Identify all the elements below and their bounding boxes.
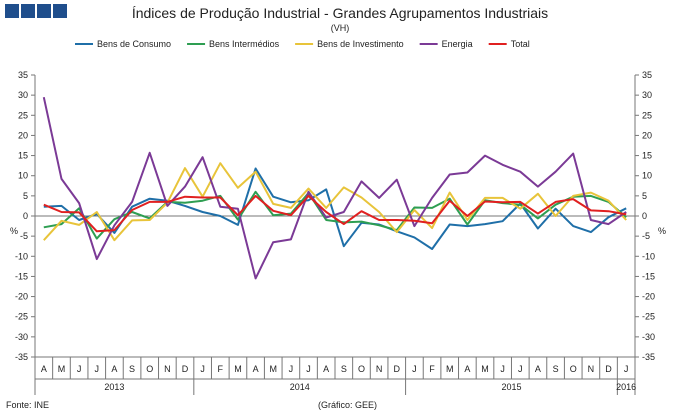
y-tick-label-right: -10 — [642, 251, 655, 261]
logo-block-2 — [21, 4, 35, 18]
logo-block-3 — [37, 4, 51, 18]
x-tick-label: S — [129, 364, 135, 374]
chart-subtitle: (VH) — [330, 23, 350, 33]
y-axis-label-left: % — [10, 226, 18, 236]
x-tick-label: O — [570, 364, 577, 374]
series-line-bens-de-investimento — [43, 162, 627, 242]
y-tick-label-right: 25 — [642, 110, 652, 120]
x-tick-label: A — [464, 364, 470, 374]
y-tick-label-right: -30 — [642, 332, 655, 342]
x-tick-label: J — [306, 364, 311, 374]
x-tick-label: F — [218, 364, 224, 374]
x-tick-label: D — [394, 364, 401, 374]
y-tick-label-right: 35 — [642, 70, 652, 80]
y-tick-label-right: -20 — [642, 292, 655, 302]
y-tick-label-right: 5 — [642, 191, 647, 201]
y-tick-label-right: -35 — [642, 352, 655, 362]
y-tick-label-left: 20 — [18, 130, 28, 140]
x-tick-label: D — [605, 364, 612, 374]
y-tick-label-right: 15 — [642, 151, 652, 161]
footer-source: Fonte: INE — [6, 400, 50, 410]
x-tick-label: M — [58, 364, 66, 374]
y-tick-label-left: 30 — [18, 90, 28, 100]
x-tick-label: J — [412, 364, 417, 374]
x-tick-label: A — [111, 364, 117, 374]
chart-title: Índices de Produção Industrial - Grandes… — [131, 5, 549, 21]
y-tick-label-right: -15 — [642, 271, 655, 281]
y-tick-label-right: 30 — [642, 90, 652, 100]
x-tick-label: F — [429, 364, 435, 374]
y-tick-label-left: -10 — [15, 251, 28, 261]
legend-label-bens-de-investimento: Bens de Investimento — [317, 39, 404, 49]
legend-label-bens-de-consumo: Bens de Consumo — [97, 39, 171, 49]
x-tick-label: M — [446, 364, 454, 374]
year-label: 2016 — [616, 382, 636, 392]
y-tick-label-left: -30 — [15, 332, 28, 342]
x-tick-label: N — [376, 364, 383, 374]
year-label: 2015 — [501, 382, 521, 392]
y-tick-label-left: 25 — [18, 110, 28, 120]
y-axis-label-right: % — [658, 226, 666, 236]
x-tick-label: D — [182, 364, 189, 374]
series-line-bens-intermédios — [43, 190, 627, 240]
x-tick-label: A — [41, 364, 47, 374]
x-tick-label: S — [553, 364, 559, 374]
x-tick-label: M — [269, 364, 277, 374]
x-tick-label: S — [341, 364, 347, 374]
legend-label-total: Total — [511, 39, 530, 49]
logo — [5, 4, 67, 18]
y-tick-label-right: -25 — [642, 312, 655, 322]
series-line-total — [43, 194, 627, 233]
year-label: 2014 — [290, 382, 310, 392]
y-tick-label-left: -5 — [20, 231, 28, 241]
y-tick-label-right: 0 — [642, 211, 647, 221]
y-tick-label-left: 15 — [18, 151, 28, 161]
logo-block-4 — [53, 4, 67, 18]
x-tick-label: A — [323, 364, 329, 374]
y-tick-label-right: -5 — [642, 231, 650, 241]
x-tick-label: O — [146, 364, 153, 374]
legend-label-bens-intermédios: Bens Intermédios — [209, 39, 280, 49]
y-tick-label-left: 5 — [23, 191, 28, 201]
legend-label-energia: Energia — [442, 39, 473, 49]
y-tick-label-left: -20 — [15, 292, 28, 302]
series-line-bens-de-consumo — [43, 167, 627, 250]
x-tick-label: J — [500, 364, 505, 374]
y-tick-label-left: 10 — [18, 171, 28, 181]
y-tick-label-left: -35 — [15, 352, 28, 362]
y-tick-label-right: 20 — [642, 130, 652, 140]
x-tick-label: A — [253, 364, 259, 374]
x-tick-label: J — [77, 364, 82, 374]
x-tick-label: O — [358, 364, 365, 374]
footer-credit: (Gráfico: GEE) — [318, 400, 378, 410]
y-tick-label-left: 0 — [23, 211, 28, 221]
series-line-energia — [42, 96, 627, 280]
x-tick-label: N — [164, 364, 171, 374]
x-tick-label: M — [234, 364, 242, 374]
year-label: 2013 — [104, 382, 124, 392]
x-tick-label: J — [95, 364, 100, 374]
y-tick-label-left: -15 — [15, 271, 28, 281]
x-tick-label: J — [200, 364, 205, 374]
x-tick-label: A — [535, 364, 541, 374]
y-tick-label-left: -25 — [15, 312, 28, 322]
x-tick-label: J — [518, 364, 523, 374]
x-tick-label: N — [588, 364, 595, 374]
y-tick-label-left: 35 — [18, 70, 28, 80]
y-tick-label-right: 10 — [642, 171, 652, 181]
x-tick-label: M — [481, 364, 489, 374]
logo-block-1 — [5, 4, 19, 18]
x-tick-label: J — [289, 364, 294, 374]
x-tick-label: J — [624, 364, 629, 374]
